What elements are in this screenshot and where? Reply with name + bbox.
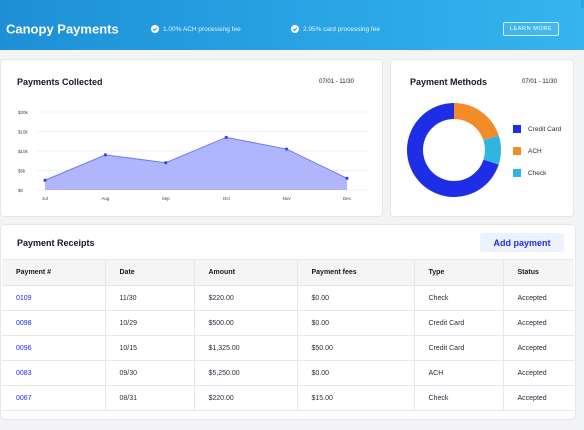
legend-credit-card: Credit Card	[513, 125, 561, 133]
payment-number-link[interactable]: 0109	[2, 285, 105, 311]
x-tick-label: Dec	[343, 196, 352, 201]
fees-cell: $0.00	[296, 310, 414, 336]
table-header-row: Payment # Date Amount Payment fees Type …	[2, 259, 574, 286]
legend-label: ACH	[528, 147, 542, 155]
y-tick-label: $10k	[18, 149, 29, 154]
donut-slice-ach	[454, 103, 499, 141]
table-row[interactable]: 0083 09/30 $5,250.00 $0.00 ACH Accepted	[2, 360, 574, 386]
status-cell: Accepted	[502, 335, 574, 361]
table-row[interactable]: 0096 10/15 $1,325.00 $50.00 Credit Card …	[2, 335, 574, 361]
payment-methods-title: Payment Methods	[410, 77, 488, 87]
receipts-table: Payment # Date Amount Payment fees Type …	[2, 259, 574, 411]
status-cell: Accepted	[502, 285, 574, 311]
header-banner: Canopy Payments 1.00% ACH processing fee…	[0, 0, 584, 50]
x-tick-label: Oct	[223, 196, 231, 201]
app-title: Canopy Payments	[6, 21, 119, 37]
legend-check: Check	[513, 169, 546, 177]
payments-collected-range: 07/01 - 11/30	[319, 79, 354, 85]
status-cell: Accepted	[502, 360, 574, 386]
check-circle-icon	[291, 25, 299, 33]
type-cell: Check	[413, 285, 503, 311]
amount-cell: $5,250.00	[193, 360, 297, 386]
amount-cell: $1,325.00	[193, 335, 297, 361]
column-header-payment-fees[interactable]: Payment fees	[296, 259, 414, 286]
column-header-type[interactable]: Type	[413, 259, 503, 286]
y-tick-label: $15k	[18, 129, 29, 134]
status-cell: Accepted	[502, 385, 574, 411]
donut-slice-check	[483, 135, 501, 165]
table-row[interactable]: 0067 08/31 $220.00 $15.00 Check Accepted	[2, 385, 574, 411]
fees-cell: $15.00	[296, 385, 414, 411]
fees-cell: $50.00	[296, 335, 414, 361]
type-cell: ACH	[413, 360, 503, 386]
fees-cell: $0.00	[296, 360, 414, 386]
card-fee-label: 2.95% card processing fee	[303, 25, 380, 33]
area-chart-svg: $0 $5k $10k $15k $20k Jul Aug Sep Oct Nov Dec	[18, 110, 369, 201]
ach-fee-label: 1.00% ACH processing fee	[163, 25, 241, 33]
area-fill	[45, 137, 347, 190]
amount-cell: $500.00	[193, 310, 297, 336]
column-header-status[interactable]: Status	[502, 259, 574, 286]
y-tick-label: $0	[18, 188, 24, 193]
column-header-payment-number[interactable]: Payment #	[2, 259, 105, 286]
table-row[interactable]: 0109 11/30 $220.00 $0.00 Check Accepted	[2, 285, 574, 311]
payment-methods-card: Payment Methods 07/01 - 11/30 Credit Car…	[390, 59, 574, 217]
data-point	[103, 153, 107, 157]
legend-ach: ACH	[513, 147, 542, 155]
table-row[interactable]: 0098 10/29 $500.00 $0.00 Credit Card Acc…	[2, 310, 574, 336]
payment-number-link[interactable]: 0096	[2, 335, 105, 361]
data-point	[224, 135, 228, 139]
data-point	[285, 147, 289, 151]
payment-receipts-title: Payment Receipts	[17, 238, 95, 248]
data-point	[164, 161, 168, 165]
column-header-amount[interactable]: Amount	[193, 259, 297, 286]
type-cell: Check	[413, 385, 503, 411]
legend-swatch-credit-card	[513, 125, 521, 133]
payment-number-link[interactable]: 0083	[2, 360, 105, 386]
payment-methods-range: 07/01 - 11/30	[522, 79, 557, 85]
status-cell: Accepted	[502, 310, 574, 336]
legend-swatch-ach	[513, 147, 521, 155]
donut-chart	[407, 103, 501, 197]
data-point	[43, 178, 47, 182]
date-cell: 11/30	[104, 285, 194, 311]
learn-more-button[interactable]: LEARN MORE	[503, 22, 559, 36]
payments-collected-title: Payments Collected	[17, 77, 103, 87]
legend-swatch-check	[513, 169, 521, 177]
donut-slice-credit-card	[407, 103, 499, 197]
type-cell: Credit Card	[413, 335, 503, 361]
type-cell: Credit Card	[413, 310, 503, 336]
date-cell: 10/29	[104, 310, 194, 336]
series-line	[44, 136, 348, 181]
legend-label: Credit Card	[528, 125, 562, 133]
legend-label: Check	[528, 169, 547, 177]
x-tick-label: Nov	[283, 196, 292, 201]
fees-cell: $0.00	[296, 285, 414, 311]
add-payment-button[interactable]: Add payment	[480, 233, 564, 252]
amount-cell: $220.00	[193, 285, 297, 311]
window-corner-mark	[581, 0, 584, 8]
column-header-date[interactable]: Date	[104, 259, 194, 286]
date-cell: 09/30	[104, 360, 194, 386]
date-cell: 08/31	[104, 385, 194, 411]
payments-collected-card: Payments Collected 07/01 - 11/30 $0 $5k $1…	[0, 59, 383, 217]
payment-number-link[interactable]: 0067	[2, 385, 105, 411]
payment-number-link[interactable]: 0098	[2, 310, 105, 336]
check-circle-icon	[151, 25, 159, 33]
date-cell: 10/15	[104, 335, 194, 361]
x-tick-label: Aug	[101, 196, 110, 201]
y-tick-label: $5k	[18, 168, 26, 173]
ach-fee-feature: 1.00% ACH processing fee	[151, 25, 241, 33]
amount-cell: $220.00	[193, 385, 297, 411]
y-tick-label: $20k	[18, 110, 29, 115]
x-tick-label: Sep	[162, 196, 171, 201]
x-tick-label: Jul	[42, 196, 48, 201]
card-fee-feature: 2.95% card processing fee	[291, 25, 380, 33]
data-point	[345, 176, 349, 180]
